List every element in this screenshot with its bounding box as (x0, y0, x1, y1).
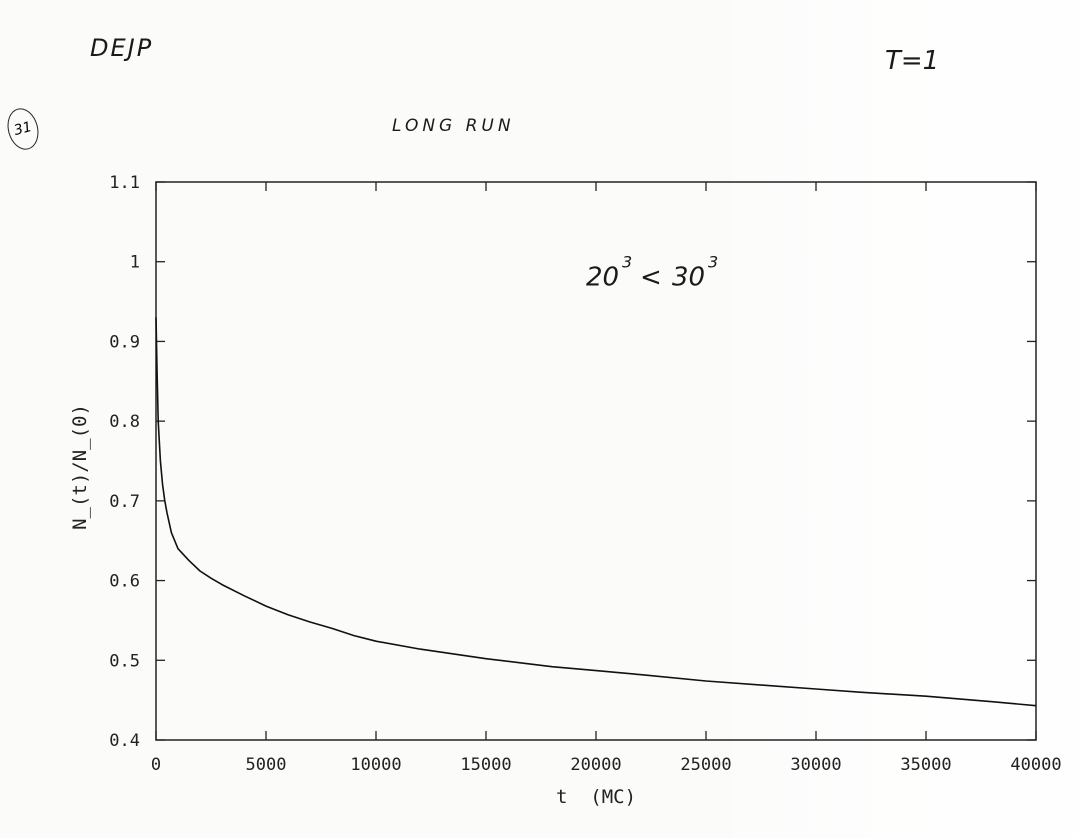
x-tick-label: 20000 (570, 755, 621, 775)
x-tick-label: 10000 (350, 755, 401, 775)
y-tick-label: 1.1 (109, 173, 140, 193)
x-tick-label: 5000 (246, 755, 287, 775)
x-tick-label: 25000 (680, 755, 731, 775)
y-tick-label: 0.5 (109, 651, 140, 671)
y-tick-label: 0.4 (109, 731, 140, 751)
y-tick-label: 0.7 (109, 492, 140, 512)
y-tick-label: 0.9 (109, 332, 140, 352)
handwritten-annotation: 203< 303 (586, 253, 718, 293)
x-tick-label: 0 (151, 755, 161, 775)
handwritten-note-top-right: T=1 (885, 46, 940, 76)
series-line (155, 317, 1037, 707)
y-tick-label: 1 (130, 253, 140, 273)
series-layer (155, 317, 1037, 707)
y-tick-label: 0.8 (109, 412, 140, 432)
axes-layer: 0 5000 10000 15000 20000 25000 30000 35000 40000… (69, 173, 1062, 808)
x-tick-label: 35000 (900, 755, 951, 775)
handwritten-note-title: LONG RUN (392, 116, 515, 136)
handwritten-note-top-left: DEJP (90, 34, 154, 62)
annotation-part: 20 (586, 263, 619, 293)
y-tick-label: 0.6 (109, 572, 140, 592)
annotation-part: 3 (708, 253, 718, 272)
x-tick-label: 40000 (1010, 755, 1061, 775)
x-axis-title: t (MC) (556, 786, 636, 808)
annotation-layer: 203< 303 (586, 253, 718, 293)
y-axis-title: N_(t)/N_(0) (69, 404, 91, 530)
x-tick-label: 15000 (460, 755, 511, 775)
annotation-part: 3 (622, 253, 632, 272)
annotation-part: 30 (672, 263, 705, 293)
x-tick-label: 30000 (790, 755, 841, 775)
annotation-part: < (640, 263, 662, 293)
